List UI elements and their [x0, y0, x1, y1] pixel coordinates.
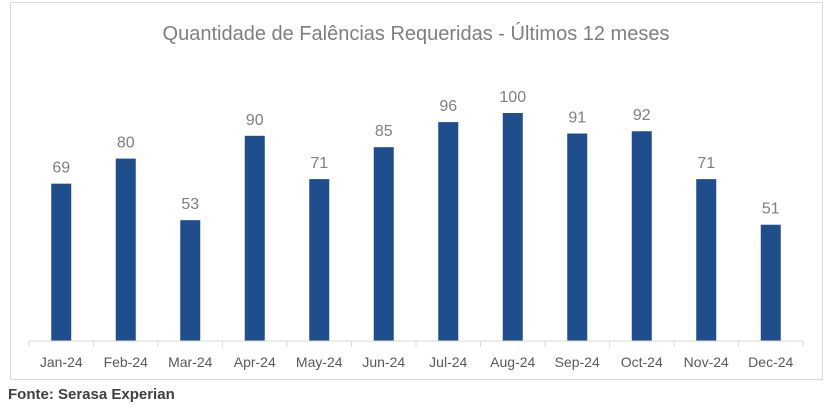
- data-label: 71: [697, 155, 715, 172]
- bar: [631, 131, 652, 341]
- bar: [438, 122, 459, 342]
- data-label: 80: [117, 135, 135, 152]
- bar: [244, 135, 265, 341]
- data-label: 100: [499, 89, 526, 106]
- x-tick-label: Nov-24: [684, 354, 729, 370]
- x-tick-label: Apr-24: [234, 354, 276, 370]
- x-tick-label: Jan-24: [40, 354, 83, 370]
- data-label: 90: [246, 112, 264, 129]
- chart-title: Quantidade de Falências Requeridas - Últ…: [163, 22, 670, 45]
- data-label: 96: [439, 98, 457, 115]
- x-tick-label: Feb-24: [104, 354, 149, 370]
- bar: [567, 133, 588, 341]
- bar: [502, 113, 523, 341]
- data-label: 85: [375, 123, 393, 140]
- bar: [760, 224, 781, 341]
- source-note: Fonte: Serasa Experian: [8, 386, 175, 403]
- bar: [373, 147, 394, 341]
- data-label: 91: [568, 110, 586, 127]
- bar: [180, 220, 201, 341]
- bar: [51, 183, 72, 341]
- x-tick-label: Mar-24: [168, 354, 213, 370]
- x-tick-label: Dec-24: [748, 354, 793, 370]
- x-tick-label: Sep-24: [555, 354, 600, 370]
- chart-frame: Quantidade de Falências Requeridas - Últ…: [10, 2, 823, 380]
- data-label: 69: [52, 160, 70, 177]
- x-tick-label: Jun-24: [362, 354, 405, 370]
- data-label: 92: [633, 107, 651, 124]
- bar: [309, 179, 330, 341]
- bar: [696, 179, 717, 341]
- bar-chart: Quantidade de Falências Requeridas - Últ…: [28, 22, 804, 370]
- data-label: 71: [310, 155, 328, 172]
- x-tick-label: Aug-24: [490, 354, 535, 370]
- data-label: 51: [762, 201, 780, 218]
- bar: [115, 158, 136, 341]
- x-tick-label: Oct-24: [621, 354, 663, 370]
- data-label: 53: [181, 196, 199, 213]
- x-tick-label: May-24: [296, 354, 343, 370]
- x-tick-label: Jul-24: [429, 354, 467, 370]
